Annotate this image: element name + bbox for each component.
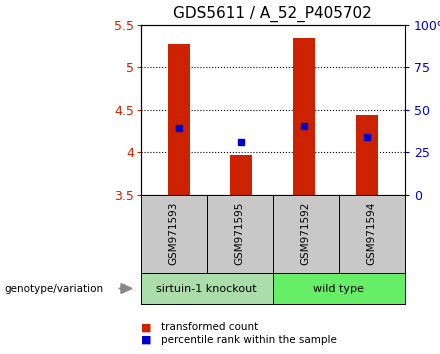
- Text: ■: ■: [141, 335, 151, 345]
- Text: sirtuin-1 knockout: sirtuin-1 knockout: [157, 284, 257, 293]
- Bar: [356, 115, 378, 195]
- Text: percentile rank within the sample: percentile rank within the sample: [161, 335, 337, 345]
- Text: genotype/variation: genotype/variation: [4, 284, 103, 293]
- Text: GSM971595: GSM971595: [235, 202, 245, 266]
- Bar: [293, 38, 315, 195]
- Bar: [231, 155, 253, 195]
- Title: GDS5611 / A_52_P405702: GDS5611 / A_52_P405702: [173, 6, 372, 22]
- Text: GSM971592: GSM971592: [301, 202, 311, 266]
- Bar: [168, 44, 190, 195]
- Text: wild type: wild type: [313, 284, 364, 293]
- Text: GSM971594: GSM971594: [367, 202, 377, 266]
- Text: GSM971593: GSM971593: [169, 202, 179, 266]
- Text: transformed count: transformed count: [161, 322, 258, 332]
- Text: ■: ■: [141, 322, 151, 332]
